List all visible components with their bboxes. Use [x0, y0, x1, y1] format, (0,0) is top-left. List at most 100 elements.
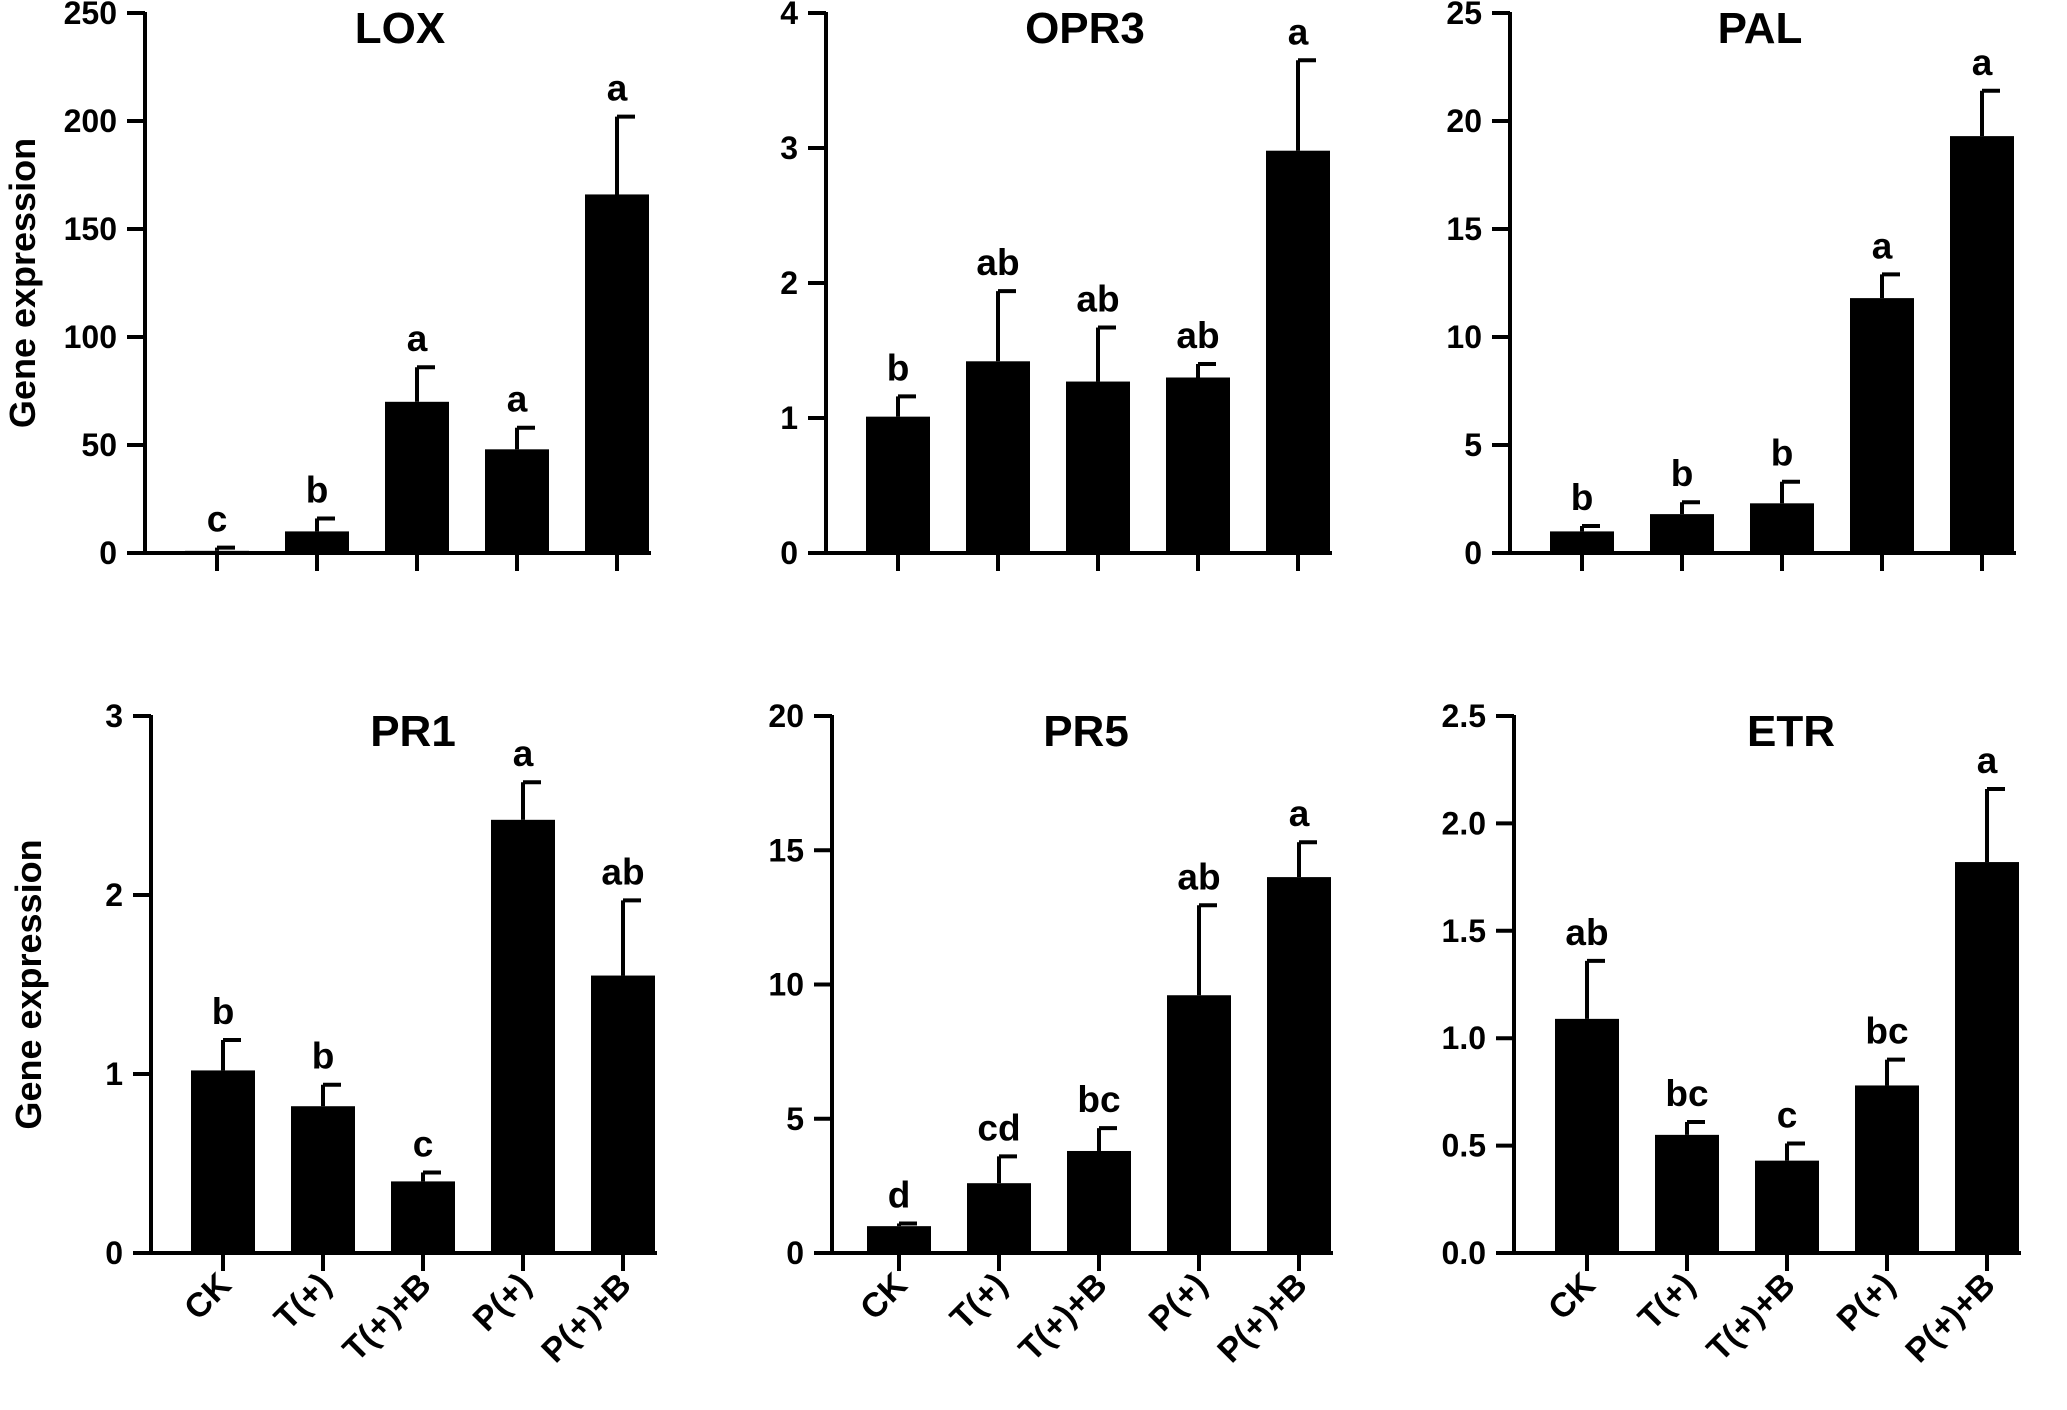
significance-label: bc	[1665, 1073, 1708, 1114]
chart-panel-pal: 0 5 10 15 20 25 PAL b b b a a	[1446, 0, 2016, 571]
x-category-label: CK	[853, 1265, 915, 1327]
bar	[191, 1070, 255, 1253]
x-category-label: T(+)	[1631, 1266, 1703, 1338]
chart-panel-etr: 0.0 0.5 1.0 1.5 2.0 2.5 ETR ab CK bc T(+) c T(+)+B bc…	[1442, 698, 2021, 1370]
significance-label: a	[1288, 11, 1309, 52]
y-tick-label: 3	[780, 130, 798, 166]
bar	[1167, 995, 1231, 1253]
y-tick-label: 4	[780, 0, 798, 31]
bar	[391, 1181, 455, 1253]
y-tick-label: 10	[768, 967, 804, 1003]
y-tick-label: 2	[105, 877, 123, 913]
significance-label: b	[306, 469, 329, 510]
y-tick-label: 1.5	[1442, 913, 1486, 949]
y-tick-label: 2.0	[1442, 805, 1486, 841]
significance-label: a	[407, 318, 428, 359]
y-tick-label: 250	[64, 0, 117, 31]
bar	[585, 194, 649, 553]
chart-panel-pr1: 0 1 2 3 PR1 Gene expression b CK b T(+) c T(+)+B a P(…	[8, 698, 657, 1370]
y-tick-label: 100	[64, 319, 117, 355]
bar	[1650, 514, 1714, 553]
significance-label: ab	[1076, 279, 1119, 320]
bar	[867, 1226, 931, 1253]
bar	[1855, 1085, 1919, 1253]
bar	[866, 416, 930, 553]
bar	[1266, 150, 1330, 553]
y-tick-label: 200	[64, 103, 117, 139]
x-category-label: CK	[177, 1265, 239, 1327]
significance-label: b	[1771, 433, 1794, 474]
y-tick-label: 0	[105, 1235, 123, 1271]
chart-panel-pr5: 0 5 10 15 20 PR5 d CK cd T(+) bc T(+)+B ab P(+) a P(+)+…	[768, 698, 1333, 1370]
significance-label: a	[1977, 740, 1998, 781]
bar	[485, 449, 549, 553]
significance-label: bc	[1865, 1011, 1908, 1052]
significance-label: b	[212, 991, 235, 1032]
x-category-label: T(+)+B	[1700, 1266, 1803, 1369]
x-category-label: T(+)	[267, 1266, 339, 1338]
bar	[591, 975, 655, 1253]
significance-label: c	[207, 499, 228, 540]
y-tick-label: 20	[1446, 103, 1482, 139]
significance-label: b	[887, 347, 910, 388]
y-tick-label: 10	[1446, 319, 1482, 355]
bar	[1067, 1150, 1131, 1253]
y-tick-label: 50	[81, 427, 117, 463]
x-category-label: CK	[1541, 1265, 1603, 1327]
y-tick-label: 20	[768, 698, 804, 734]
bar	[285, 531, 349, 553]
y-tick-label: 5	[1464, 427, 1482, 463]
significance-label: c	[413, 1123, 434, 1164]
significance-label: b	[1671, 453, 1694, 494]
x-category-label: P(+)+B	[1210, 1266, 1314, 1370]
chart-title: ETR	[1747, 707, 1835, 756]
y-axis-label: Gene expression	[2, 138, 43, 428]
y-tick-label: 0	[99, 535, 117, 571]
y-tick-label: 0.0	[1442, 1235, 1486, 1271]
bar	[491, 819, 555, 1253]
x-category-label: T(+)+B	[336, 1266, 439, 1369]
y-tick-label: 25	[1446, 0, 1482, 31]
bar	[185, 550, 249, 553]
bar	[291, 1106, 355, 1253]
significance-label: a	[1872, 225, 1893, 266]
chart-title: LOX	[355, 4, 445, 53]
x-category-label: P(+)	[466, 1266, 539, 1339]
bar	[1755, 1160, 1819, 1253]
y-tick-label: 1	[105, 1056, 123, 1092]
significance-label: ab	[601, 851, 644, 892]
chart-panel-lox: 0 50 100 150 200 250 LOX Gene expression c b a a a	[2, 0, 651, 571]
y-tick-label: 1	[780, 400, 798, 436]
chart-title: PR1	[370, 707, 456, 756]
significance-label: ab	[1177, 856, 1220, 897]
chart-title: PAL	[1718, 4, 1803, 53]
significance-label: b	[1571, 477, 1594, 518]
significance-label: cd	[977, 1107, 1020, 1148]
bar	[967, 1183, 1031, 1253]
y-tick-label: 0	[780, 535, 798, 571]
significance-label: ab	[1176, 315, 1219, 356]
bar	[1955, 862, 2019, 1253]
bar	[1750, 503, 1814, 553]
y-tick-label: 0	[1464, 535, 1482, 571]
y-tick-label: 15	[1446, 211, 1482, 247]
significance-label: a	[507, 379, 528, 420]
y-tick-label: 3	[105, 698, 123, 734]
significance-label: a	[607, 68, 628, 109]
y-tick-label: 150	[64, 211, 117, 247]
y-tick-label: 15	[768, 832, 804, 868]
x-category-label: P(+)+B	[1898, 1266, 2002, 1370]
bar	[1550, 531, 1614, 553]
bar	[1555, 1018, 1619, 1253]
bar	[966, 361, 1030, 553]
y-tick-label: 5	[786, 1101, 804, 1137]
y-tick-label: 1.0	[1442, 1020, 1486, 1056]
significance-label: a	[1972, 42, 1993, 83]
significance-label: a	[513, 733, 534, 774]
y-tick-label: 2.5	[1442, 698, 1486, 734]
y-tick-label: 0	[786, 1235, 804, 1271]
significance-label: ab	[976, 242, 1019, 283]
bar	[1066, 381, 1130, 553]
